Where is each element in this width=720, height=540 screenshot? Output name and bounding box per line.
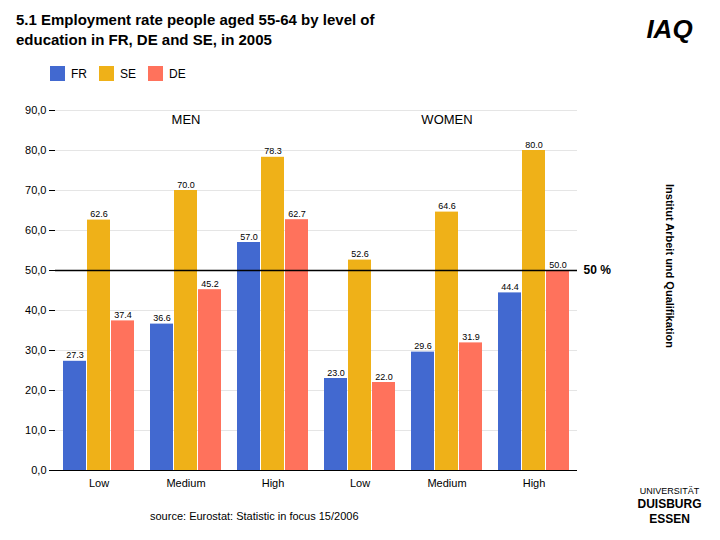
svg-text:90,0: 90,0 [25, 104, 46, 116]
svg-text:80,0: 80,0 [25, 144, 46, 156]
svg-text:52.6: 52.6 [351, 249, 369, 259]
html-text:DE: DE [169, 66, 186, 81]
svg-text:70.0: 70.0 [177, 180, 195, 190]
svg-text:Low: Low [89, 477, 109, 489]
svg-text:62.7: 62.7 [288, 209, 306, 219]
svg-text:22.0: 22.0 [375, 372, 393, 382]
html-text:SE: SE [120, 66, 136, 81]
html-text:UNIVERSITÄT: UNIVERSITÄT [639, 486, 700, 497]
html-text:ESSEN: ESSEN [649, 511, 690, 526]
svg-text:10,0: 10,0 [25, 424, 46, 436]
svg-text:50.0: 50.0 [549, 260, 567, 270]
svg-text:57.0: 57.0 [240, 232, 258, 242]
svg-text:27.3: 27.3 [66, 350, 84, 360]
svg-text:29.6: 29.6 [414, 341, 432, 351]
svg-text:44.4: 44.4 [501, 282, 519, 292]
svg-text:60,0: 60,0 [25, 224, 46, 236]
svg-text:WOMEN: WOMEN [421, 112, 472, 127]
svg-text:Medium: Medium [427, 477, 466, 489]
html-text:DUISBURG: DUISBURG [637, 497, 702, 512]
svg-text:62.6: 62.6 [90, 209, 108, 219]
svg-text:High: High [523, 477, 546, 489]
svg-text:High: High [262, 477, 285, 489]
svg-text:20,0: 20,0 [25, 384, 46, 396]
html-text:IAQ: IAQ [646, 14, 693, 44]
svg-text:23.0: 23.0 [327, 368, 345, 378]
svg-text:37.4: 37.4 [114, 310, 132, 320]
svg-text:36.6: 36.6 [153, 313, 171, 323]
svg-text:50,0: 50,0 [25, 264, 46, 276]
svg-text:78.3: 78.3 [264, 146, 282, 156]
html-text:Institut Arbeit und Qualifikat: Institut Arbeit und Qualifikation [663, 183, 676, 348]
svg-text:Low: Low [350, 477, 370, 489]
html-text:5.1 Employment rate people age: 5.1 Employment rate people aged 55-64 by… [16, 11, 375, 48]
svg-text:0,0: 0,0 [31, 464, 46, 476]
svg-text:64.6: 64.6 [438, 201, 456, 211]
html-text:source: Eurostat: Statistic in: source: Eurostat: Statistic in focus 15/… [150, 510, 359, 522]
svg-text:80.0: 80.0 [525, 140, 543, 150]
svg-text:31.9: 31.9 [462, 332, 480, 342]
svg-text:MEN: MEN [172, 112, 201, 127]
svg-text:30,0: 30,0 [25, 344, 46, 356]
svg-text:Medium: Medium [166, 477, 205, 489]
svg-text:45.2: 45.2 [201, 279, 219, 289]
svg-text:40,0: 40,0 [25, 304, 46, 316]
svg-text:50 %: 50 % [584, 263, 612, 277]
html-text:FR: FR [71, 66, 87, 81]
svg-text:70,0: 70,0 [25, 184, 46, 196]
